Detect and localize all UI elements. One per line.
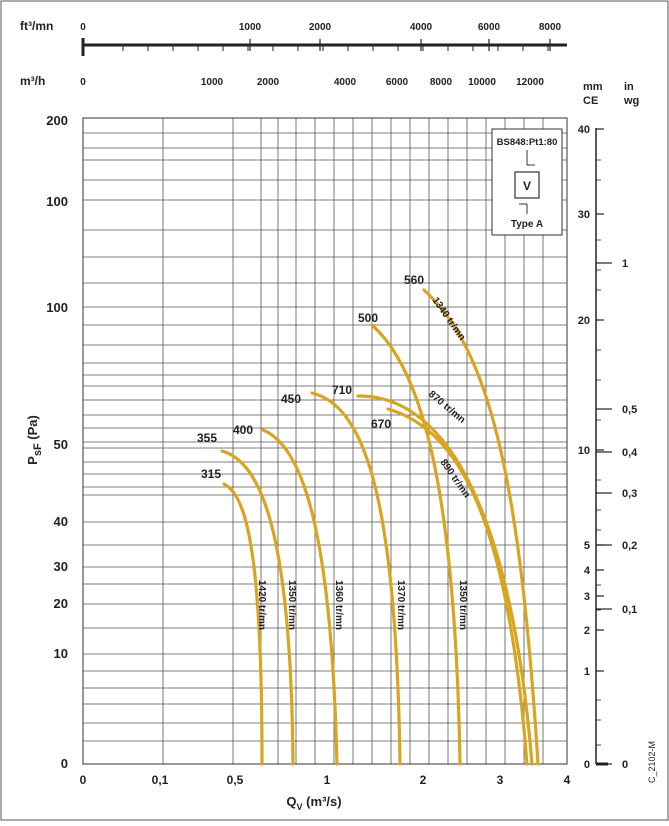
inwg-tick-label-1: 0,1 bbox=[622, 604, 637, 616]
m3h-tick-label-5: 8000 bbox=[430, 77, 453, 88]
inwg-tick-label-5: 0,5 bbox=[622, 404, 637, 416]
y-tick-label-7: 100 bbox=[46, 194, 68, 209]
mmce-tick-label-5: 5 bbox=[584, 540, 590, 552]
ft3-tick-label-0: 0 bbox=[80, 22, 86, 33]
grid bbox=[83, 118, 567, 764]
mmce-tick-label-3: 3 bbox=[584, 591, 590, 603]
ft3-tick-label-5: 8000 bbox=[539, 22, 562, 33]
ft3-unit-label: ft³/mn bbox=[20, 19, 53, 33]
ft3-tick-label-4: 6000 bbox=[478, 22, 501, 33]
series-speed-450: 1370 tr/mn bbox=[395, 580, 406, 630]
y-tick-label-0: 0 bbox=[61, 756, 68, 771]
m3h-tick-label-3: 4000 bbox=[334, 77, 357, 88]
series-speed-355: 1350 tr/mn bbox=[286, 580, 297, 630]
x-tick-label-1: 0,1 bbox=[152, 773, 169, 787]
x-tick-label-4: 2 bbox=[420, 773, 427, 787]
mmce-tick-label-4: 4 bbox=[584, 565, 591, 577]
y-tick-label-5: 50 bbox=[54, 437, 68, 452]
x-tick-label-5: 3 bbox=[497, 773, 504, 787]
legend-standard: BS848:Pt1:80 bbox=[497, 137, 558, 148]
x-tick-label-2: 0,5 bbox=[227, 773, 244, 787]
x-tick-label-6: 4 bbox=[564, 773, 571, 787]
mmce-unit-line2: CE bbox=[583, 95, 598, 107]
x-tick-label-3: 1 bbox=[324, 773, 331, 787]
ft3-tick-label-3: 4000 bbox=[410, 22, 433, 33]
legend-symbol-box bbox=[514, 171, 540, 199]
series-label-315: 315 bbox=[201, 467, 221, 481]
x-axis-label-unit: (m³/s) bbox=[303, 794, 342, 809]
right-axes: 0 1 2 3 4 5 10 20 30 40 mm CE in wg 0 0,1 0,2 0,3 0,4… bbox=[578, 81, 640, 771]
inwg-tick-label-3: 0,3 bbox=[622, 488, 637, 500]
mmce-unit-line1: mm bbox=[583, 81, 603, 93]
ft3-tick-label-1: 1000 bbox=[239, 22, 262, 33]
series-speed-500: 1350 tr/mn bbox=[457, 580, 468, 630]
x-axis-label: QV (m³/s) bbox=[286, 794, 341, 812]
inwg-unit-line2: wg bbox=[623, 95, 639, 107]
y-axis-label: PsF (Pa) bbox=[25, 415, 44, 465]
fan-curve-500 bbox=[370, 323, 462, 766]
y-axis-label-sub: sF bbox=[32, 443, 44, 456]
m3h-tick-label-6: 10000 bbox=[468, 77, 496, 88]
fan-curve-450 bbox=[310, 391, 402, 766]
fan-curve-400 bbox=[261, 428, 339, 766]
series-label-355: 355 bbox=[197, 431, 217, 445]
y-tick-label-4: 40 bbox=[54, 514, 68, 529]
series-label-400: 400 bbox=[233, 423, 253, 437]
mmce-tick-label-8: 30 bbox=[578, 209, 590, 221]
mmce-tick-label-2: 2 bbox=[584, 625, 590, 637]
inwg-tick-label-2: 0,2 bbox=[622, 540, 637, 552]
y-tick-label-3: 30 bbox=[54, 559, 68, 574]
inwg-tick-label-0: 0 bbox=[622, 759, 628, 771]
y-axis-label-unit: (Pa) bbox=[25, 415, 40, 443]
fan-curve-560 bbox=[422, 288, 540, 766]
m3h-tick-label-0: 0 bbox=[80, 77, 86, 88]
series-speed-315: 1420 tr/mn bbox=[256, 580, 267, 630]
top-axis-ft3: ft³/mn 0 1000 2000 4000 6000 8000 bbox=[20, 19, 567, 56]
m3h-tick-label-4: 6000 bbox=[386, 77, 409, 88]
y-tick-label-2: 20 bbox=[54, 596, 68, 611]
x-axis-label-sub: V bbox=[297, 802, 303, 812]
inwg-tick-label-6: 1 bbox=[622, 258, 628, 270]
legend-type: Type A bbox=[511, 219, 543, 230]
fan-curve-315 bbox=[222, 482, 264, 766]
fan-curve-710 bbox=[356, 394, 534, 766]
m3h-unit-label: m³/h bbox=[20, 74, 45, 88]
m3h-tick-label-1: 1000 bbox=[201, 77, 224, 88]
ft3-tick-label-2: 2000 bbox=[309, 22, 332, 33]
mmce-tick-label-7: 20 bbox=[578, 315, 590, 327]
x-tick-label-0: 0 bbox=[80, 773, 87, 787]
mmce-tick-label-9: 40 bbox=[578, 124, 590, 136]
mmce-tick-label-1: 1 bbox=[584, 666, 590, 678]
m3h-tick-label-7: 12000 bbox=[516, 77, 544, 88]
series-label-670: 670 bbox=[371, 417, 391, 431]
legend-box: BS848:Pt1:80 V Type A bbox=[491, 128, 563, 236]
series-label-450: 450 bbox=[281, 392, 301, 406]
fan-curves bbox=[220, 288, 540, 766]
m3h-tick-label-2: 2000 bbox=[257, 77, 280, 88]
top-axis-m3h: 0 1000 2000 4000 6000 8000 10000 12000 m³/h bbox=[20, 74, 544, 88]
inwg-unit-line1: in bbox=[624, 81, 634, 93]
y-tick-label-1: 10 bbox=[54, 646, 68, 661]
series-label-710: 710 bbox=[332, 383, 352, 397]
series-label-560: 560 bbox=[404, 273, 424, 287]
fan-curve-355 bbox=[220, 449, 295, 766]
x-axis-label-main: Q bbox=[286, 794, 296, 809]
mmce-tick-label-0: 0 bbox=[584, 759, 590, 771]
inwg-tick-label-4: 0,4 bbox=[622, 447, 638, 459]
y-tick-label-6: 100 bbox=[46, 300, 68, 315]
y-tick-label-8: 200 bbox=[46, 113, 68, 128]
reference-code: C_2102-M bbox=[647, 741, 657, 783]
series-label-500: 500 bbox=[358, 311, 378, 325]
mmce-tick-label-6: 10 bbox=[578, 445, 590, 457]
series-speed-400: 1360 tr/mn bbox=[333, 580, 344, 630]
y-axis-label-main: P bbox=[25, 456, 40, 465]
plot-frame bbox=[82, 117, 568, 765]
legend-symbol: V bbox=[523, 179, 531, 193]
